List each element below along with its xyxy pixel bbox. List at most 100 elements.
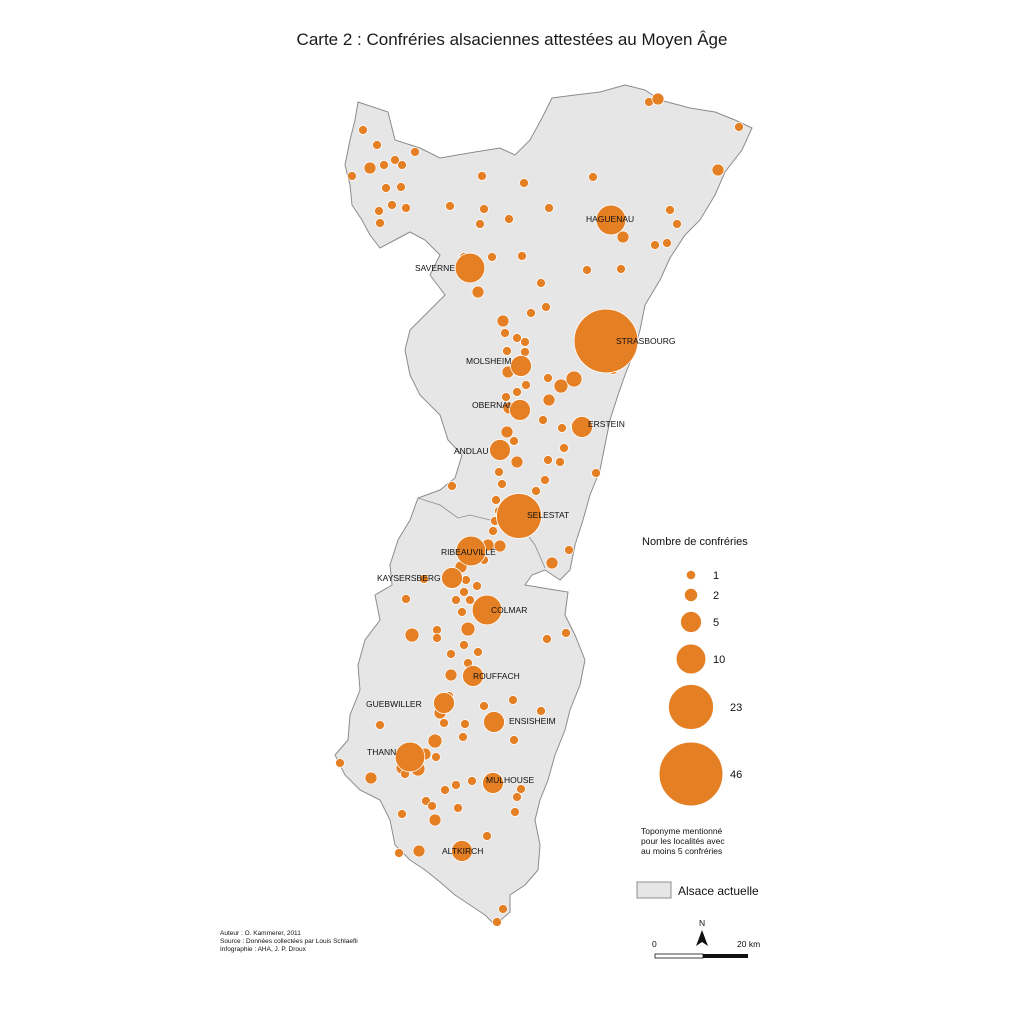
locality-dot — [526, 308, 536, 318]
locality-dot — [471, 285, 485, 299]
locality-dot — [387, 200, 397, 210]
north-label: N — [699, 918, 705, 928]
legend-title: Nombre de confréries — [642, 536, 748, 548]
locality-dot — [510, 807, 520, 817]
locality-dot — [451, 595, 461, 605]
town-label: COLMAR — [491, 605, 527, 615]
town-label: MULHOUSE — [486, 775, 535, 785]
locality-dot — [651, 92, 665, 106]
locality-dot — [379, 160, 389, 170]
map-title: Carte 2 : Confréries alsaciennes attesté… — [296, 30, 728, 49]
locality-dot — [734, 122, 744, 132]
town-dot-haguenau — [595, 204, 627, 236]
town-dots-layer — [394, 204, 639, 862]
legend-circle — [685, 569, 697, 581]
locality-dot — [390, 155, 400, 165]
locality-dot — [650, 240, 660, 250]
note-line: Toponyme mentionné — [641, 826, 723, 836]
locality-dot — [510, 455, 524, 469]
locality-dot — [520, 337, 530, 347]
locality-dot — [564, 545, 574, 555]
locality-dot — [445, 201, 455, 211]
town-label: STRASBOURG — [616, 336, 676, 346]
locality-dot — [519, 178, 529, 188]
locality-dot — [459, 640, 469, 650]
locality-dot — [335, 758, 345, 768]
town-dot-erstein — [571, 416, 593, 438]
town-label: SAVERNE — [415, 263, 455, 273]
legend-value: 23 — [730, 702, 742, 714]
town-dot-kaysersberg — [441, 567, 463, 589]
town-label: SELESTAT — [527, 510, 569, 520]
scale-end: 20 km — [737, 939, 760, 949]
locality-dot — [428, 813, 442, 827]
town-label: OBERNAI — [472, 400, 510, 410]
locality-dot — [498, 904, 508, 914]
locality-dot — [459, 587, 469, 597]
credit-graphics: Infographie : AHA, J. P. Droux — [220, 946, 306, 953]
locality-dot — [538, 415, 548, 425]
locality-dot — [542, 393, 556, 407]
town-label: MOLSHEIM — [466, 356, 511, 366]
credits: Auteur : O. Kammerer, 2011 Source : Donn… — [220, 930, 358, 954]
locality-dot — [347, 171, 357, 181]
locality-dot — [432, 633, 442, 643]
locality-dot — [440, 785, 450, 795]
locality-dot — [460, 719, 470, 729]
locality-dot — [461, 575, 471, 585]
locality-dot — [509, 436, 519, 446]
locality-dot — [401, 203, 411, 213]
locality-dot — [363, 161, 377, 175]
locality-dot — [496, 314, 510, 328]
locality-dot — [509, 735, 519, 745]
locality-dot — [500, 328, 510, 338]
locality-dot — [616, 230, 630, 244]
town-label: KAYSERSBERG — [377, 573, 441, 583]
locality-dot — [419, 574, 429, 584]
locality-dot — [616, 264, 626, 274]
locality-dot — [397, 160, 407, 170]
locality-dot — [557, 423, 567, 433]
locality-dot — [358, 125, 368, 135]
town-label: GUEBWILLER — [366, 699, 422, 709]
locality-dot — [504, 214, 514, 224]
locality-dot — [444, 668, 458, 682]
locality-dot — [542, 634, 552, 644]
locality-dot — [541, 302, 551, 312]
locality-dot — [439, 718, 449, 728]
locality-dot — [662, 238, 672, 248]
town-dot-saverne — [454, 252, 486, 284]
town-label: THANN — [367, 747, 396, 757]
locality-dot — [540, 475, 550, 485]
locality-dot — [588, 172, 598, 182]
north-arrow-icon — [696, 930, 708, 946]
legend-value: 1 — [713, 570, 719, 582]
locality-dot — [512, 387, 522, 397]
town-label: ROUFFACH — [473, 671, 520, 681]
locality-dot — [544, 203, 554, 213]
legend-circle — [680, 611, 702, 633]
locality-dot — [531, 486, 541, 496]
town-label: ALTKIRCH — [442, 846, 483, 856]
town-dot-guebwiller — [433, 692, 455, 714]
legend-circle — [675, 643, 707, 675]
locality-dot — [412, 844, 426, 858]
legend-circle — [658, 741, 724, 807]
locality-dot — [516, 784, 526, 794]
locality-dot — [501, 392, 511, 402]
legend-circle — [668, 684, 714, 730]
town-label: ERSTEIN — [588, 419, 625, 429]
area-legend-swatch — [636, 881, 672, 899]
locality-dot — [512, 792, 522, 802]
locality-dot — [500, 425, 514, 439]
legend-value: 5 — [713, 617, 719, 629]
locality-dot — [404, 627, 420, 643]
town-dot-selestat — [496, 493, 542, 539]
locality-dot — [364, 771, 378, 785]
locality-dot — [497, 479, 507, 489]
locality-dot — [375, 720, 385, 730]
locality-dot — [711, 163, 725, 177]
town-dot-thann — [394, 741, 426, 773]
locality-dot — [460, 621, 476, 637]
